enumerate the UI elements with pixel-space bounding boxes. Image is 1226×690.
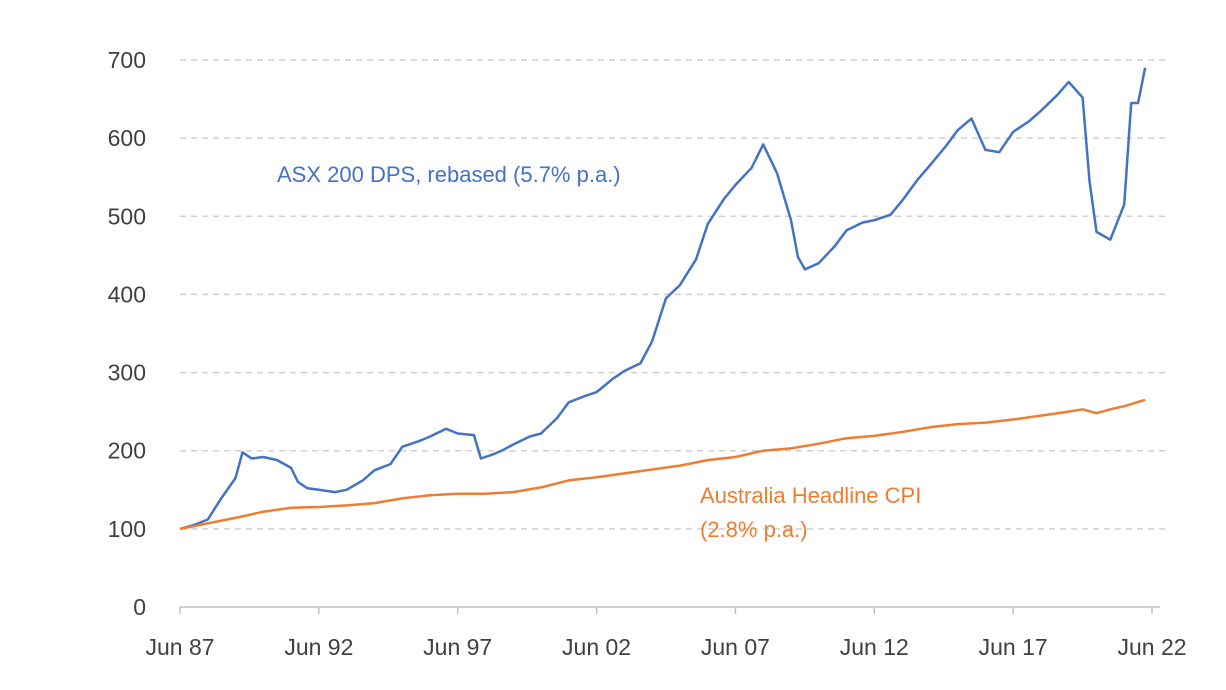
series-labels: ASX 200 DPS, rebased (5.7% p.a.) Austral…	[277, 162, 921, 542]
y-tick-label: 700	[108, 47, 146, 73]
gridlines	[180, 59, 1168, 530]
x-tick-label: Jun 02	[562, 634, 631, 660]
y-tick-label: 100	[108, 516, 146, 542]
x-tick-label: Jun 17	[979, 634, 1048, 660]
asx-dps-line	[179, 67, 1147, 531]
x-tick-label: Jun 07	[701, 634, 770, 660]
series-lines	[179, 67, 1147, 531]
asx-series-label: ASX 200 DPS, rebased (5.7% p.a.)	[277, 162, 621, 187]
cpi-series-label-rate: (2.8% p.a.)	[700, 517, 808, 542]
x-tick-label: Jun 92	[284, 634, 353, 660]
y-tick-label: 600	[108, 125, 146, 151]
y-tick-label: 400	[108, 281, 146, 307]
x-tick-label: Jun 87	[145, 634, 214, 660]
y-axis: 0 100 200 300 400 500 600 700	[108, 47, 146, 620]
x-tick-label: Jun 97	[423, 634, 492, 660]
x-axis: Jun 87 Jun 92 Jun 97 Jun 02 Jun 07 Jun 12 Jun …	[145, 606, 1187, 660]
cpi-series-label: Australia Headline CPI	[700, 483, 921, 508]
y-tick-label: 0	[133, 594, 146, 620]
y-tick-label: 200	[108, 438, 146, 464]
x-tick-label: Jun 22	[1117, 634, 1186, 660]
x-tick-label: Jun 12	[840, 634, 909, 660]
cpi-line	[179, 398, 1146, 531]
y-tick-label: 300	[108, 360, 146, 386]
y-tick-label: 500	[108, 203, 146, 229]
